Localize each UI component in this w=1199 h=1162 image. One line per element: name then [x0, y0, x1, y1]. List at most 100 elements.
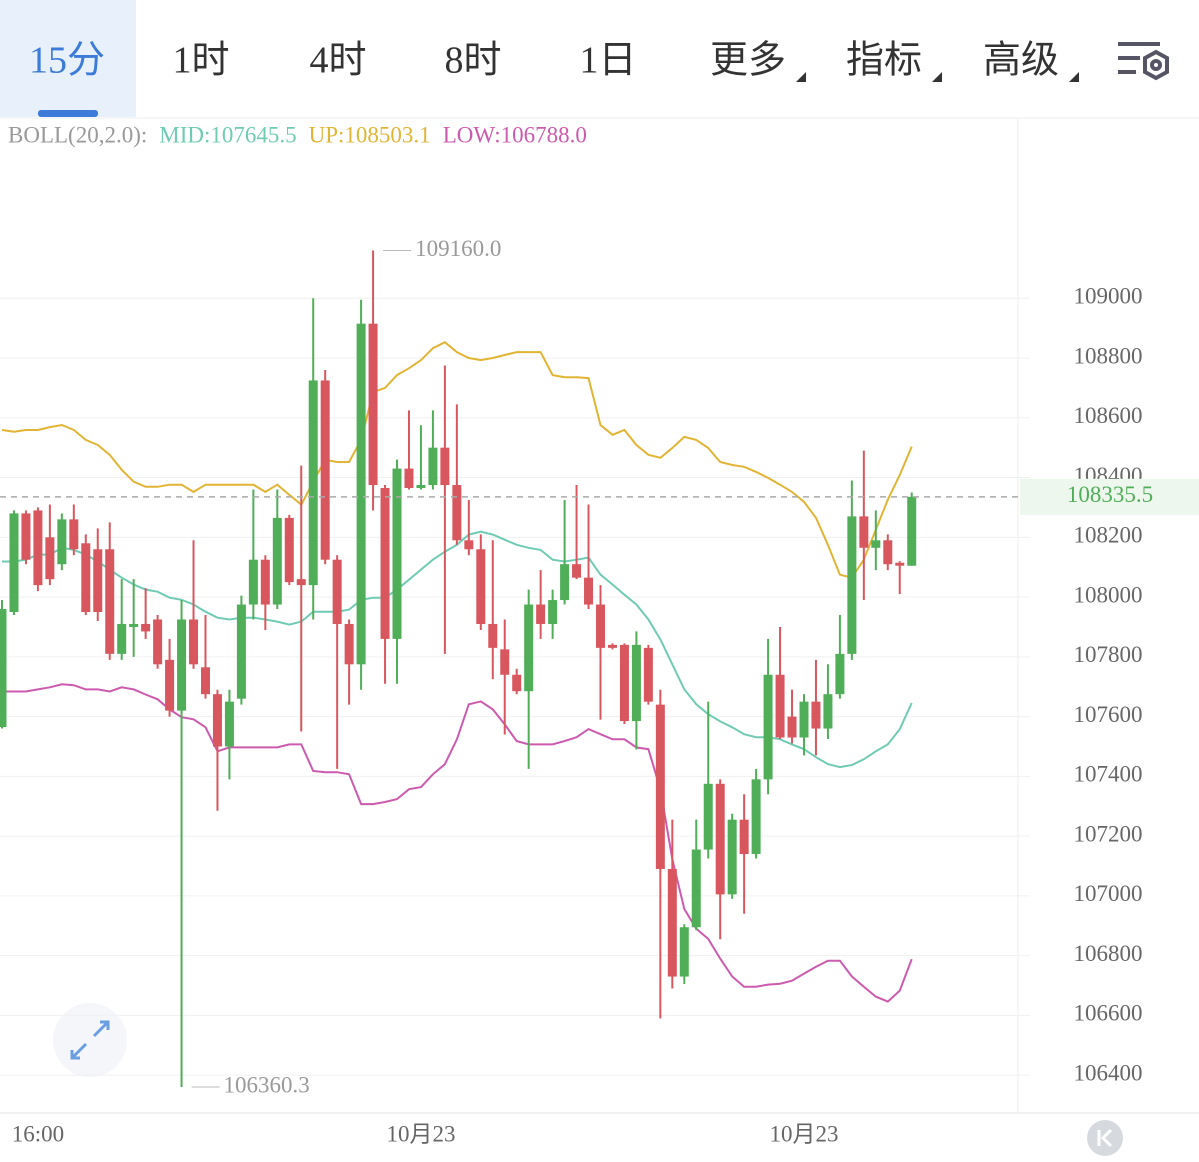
icon-dot: [1150, 59, 1162, 71]
candle-body: [835, 653, 845, 695]
candle-body: [739, 819, 749, 855]
candle-body: [272, 517, 282, 605]
scroll-icon: [1097, 1128, 1113, 1148]
candle-body: [799, 701, 809, 738]
extreme-label: 106360.3: [224, 1072, 310, 1097]
active-tab-bg: [0, 0, 136, 117]
extreme-label: 109160.0: [415, 236, 501, 261]
y-tick-label: 106600: [1074, 1001, 1143, 1026]
candle-body: [416, 485, 426, 489]
candle-body: [775, 674, 785, 738]
candle-body: [619, 644, 629, 722]
y-tick-label: 109000: [1074, 284, 1143, 309]
candle-body: [476, 549, 486, 624]
tab[interactable]: 8时: [444, 40, 501, 82]
candle-body: [643, 647, 653, 702]
candle-body: [679, 927, 689, 977]
legend-entry: UP:108503.1: [309, 122, 431, 147]
tab[interactable]: 更多: [710, 40, 786, 82]
scroll-end-button[interactable]: [1087, 1120, 1123, 1156]
candle-body: [607, 644, 617, 648]
candle-body: [332, 559, 342, 624]
candle-body: [596, 604, 605, 648]
x-tick-label: 16:00: [12, 1121, 64, 1146]
candle-body: [667, 868, 677, 977]
candle-body: [105, 549, 115, 654]
candle-body: [871, 540, 881, 548]
y-tick-label: 108000: [1074, 582, 1143, 607]
candle-body: [320, 380, 330, 560]
candle-body: [823, 694, 833, 729]
candle-body: [560, 564, 570, 601]
candle-body: [703, 783, 713, 850]
candle-body: [57, 519, 67, 565]
candle-body: [512, 674, 522, 692]
candle-body: [404, 468, 414, 489]
expand-bg: [53, 1003, 127, 1077]
candle-body: [165, 659, 175, 711]
dropdown-caret: [932, 72, 942, 82]
candle-body: [715, 783, 725, 895]
candle-body: [584, 577, 594, 605]
candle-body: [189, 619, 199, 665]
candle-body: [69, 519, 79, 550]
candle-body: [212, 694, 222, 747]
y-tick-label: 107200: [1074, 821, 1143, 846]
candle-body: [895, 562, 905, 566]
candle-body: [260, 559, 270, 605]
candle-body: [727, 819, 737, 895]
candle-body: [631, 644, 641, 722]
last-price-bg: [1020, 478, 1199, 515]
tab[interactable]: 高级: [983, 40, 1059, 82]
y-tick-label: 108600: [1074, 403, 1143, 428]
y-tick-label: 107800: [1074, 642, 1143, 667]
y-tick-label: 108200: [1074, 523, 1143, 548]
tab[interactable]: 1日: [579, 40, 636, 82]
icon-hex: [1143, 49, 1169, 81]
tab[interactable]: 15分: [29, 40, 105, 82]
tab[interactable]: 4时: [309, 40, 366, 82]
candle-body: [248, 559, 258, 605]
expand-button[interactable]: [53, 1003, 127, 1077]
candle-body: [81, 543, 91, 613]
legend-entry: MID:107645.5: [159, 122, 296, 147]
active-tab-indicator: [38, 110, 98, 117]
candle-body: [284, 517, 294, 583]
candle-body: [296, 579, 306, 586]
candle-body: [21, 513, 31, 560]
candle-body: [524, 604, 534, 692]
candle-body: [763, 674, 773, 780]
settings-icon[interactable]: [1118, 42, 1169, 81]
boll-line: [2, 683, 913, 1003]
candle-body: [883, 540, 893, 565]
candle-body: [787, 716, 797, 738]
candle-body: [141, 623, 151, 632]
candle-body: [572, 564, 582, 578]
candle-body: [907, 496, 917, 566]
last-price-label: 108335.5: [1067, 482, 1153, 507]
candle-body: [536, 604, 546, 624]
candle-body: [129, 623, 139, 627]
x-tick-label: 10月23: [386, 1121, 455, 1146]
candle-body: [344, 623, 354, 665]
candle-body: [9, 513, 19, 613]
candle-body: [847, 516, 857, 654]
tab[interactable]: 指标: [846, 40, 922, 82]
tab[interactable]: 1时: [172, 40, 229, 82]
candle-body: [380, 488, 390, 639]
candle-body: [428, 447, 438, 486]
candle-body: [452, 485, 462, 541]
expand-icon: [70, 1020, 110, 1060]
candle-body: [440, 447, 450, 486]
legend-entry: LOW:106788.0: [443, 122, 587, 147]
candle-body: [200, 667, 210, 695]
candle-body: [45, 537, 55, 580]
indicator-label: BOLL(20,2.0):: [8, 122, 147, 147]
candle-body: [368, 323, 378, 486]
y-tick-label: 108800: [1074, 343, 1143, 368]
candle-body: [177, 619, 187, 711]
candle-body: [655, 704, 665, 869]
candle-body: [548, 600, 558, 624]
